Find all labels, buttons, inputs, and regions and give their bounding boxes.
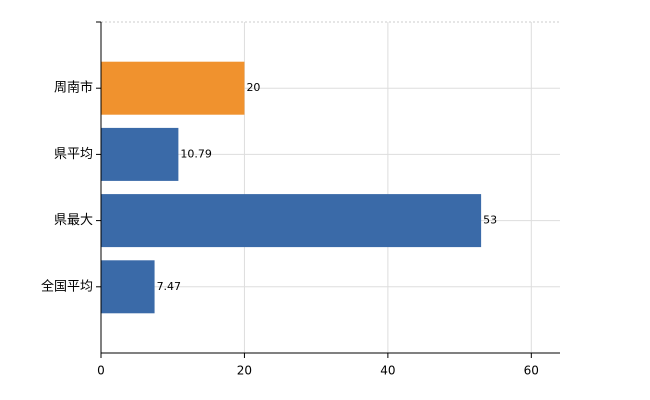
- y-tick-label: 周南市: [54, 80, 93, 96]
- bar: [101, 127, 179, 181]
- x-tick-label: 0: [97, 364, 105, 378]
- bar: [101, 260, 155, 314]
- y-tick-label: 全国平均: [41, 278, 93, 294]
- value-label: 10.79: [180, 147, 212, 160]
- bar: [101, 194, 482, 248]
- value-label: 53: [483, 214, 497, 227]
- y-tick-label: 県最大: [54, 213, 93, 228]
- value-label: 20: [246, 81, 260, 94]
- x-tick-label: 60: [524, 364, 539, 378]
- bar: [101, 61, 245, 115]
- y-tick-label: 県平均: [54, 147, 93, 162]
- x-tick-label: 40: [380, 364, 395, 378]
- x-tick-label: 20: [237, 364, 252, 378]
- value-label: 7.47: [157, 280, 182, 293]
